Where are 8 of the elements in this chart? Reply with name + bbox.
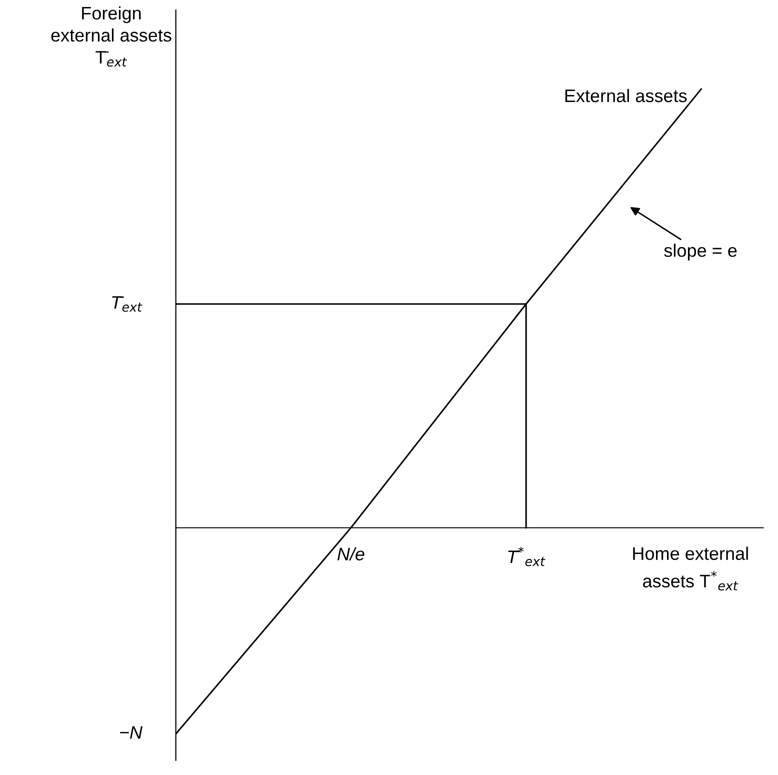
y-axis-title: Foreign external assets T̄$_{ext}$ bbox=[51, 6, 172, 67]
annotation: slope = e bbox=[664, 244, 737, 260]
x-axis-title: Home external assets T$^{*}$$_{ext}$ bbox=[633, 546, 748, 590]
text: T̄$_{ext}$ bbox=[112, 296, 142, 312]
text: −N bbox=[120, 726, 142, 739]
x-tick-label: N/e bbox=[337, 547, 364, 560]
x-tick-label: T̄$^{*}$$_{ext}$ bbox=[508, 546, 546, 566]
annotation: External assets bbox=[565, 88, 687, 102]
